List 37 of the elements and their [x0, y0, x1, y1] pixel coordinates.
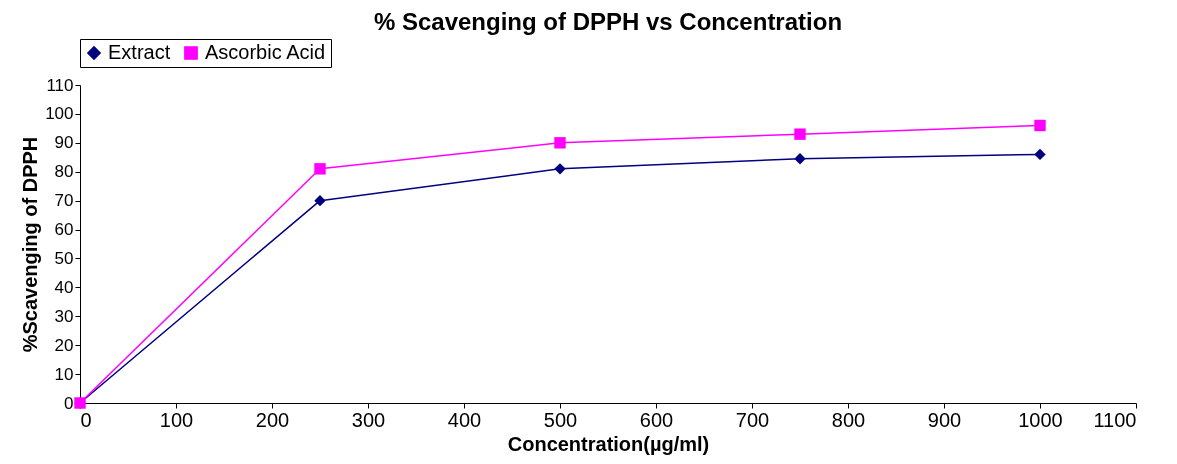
- x-tick-label: 600: [639, 408, 674, 431]
- y-tick-label: 10: [54, 364, 74, 384]
- y-tick-label: 100: [45, 104, 74, 124]
- y-tick-label: 110: [46, 75, 74, 95]
- legend-label: Ascorbic Acid: [205, 41, 326, 63]
- x-tick-label: 1100: [1093, 408, 1137, 431]
- x-tick-label: 700: [735, 408, 770, 431]
- point: [554, 163, 566, 175]
- x-tick-label: 200: [255, 408, 290, 431]
- legend-label: Extract: [108, 41, 171, 63]
- point: [314, 163, 326, 175]
- y-tick-label: 0: [64, 393, 74, 413]
- y-tick-label: 50: [54, 248, 74, 268]
- x-tick-label: 1000: [1018, 408, 1063, 431]
- point: [554, 137, 566, 149]
- x-tick-label: 300: [351, 408, 386, 431]
- point: [794, 153, 806, 165]
- x-axis-title: Concentration(µg/ml): [507, 432, 710, 455]
- y-tick-label: 60: [54, 220, 74, 240]
- point: [1034, 148, 1046, 161]
- x-tick-label: 500: [543, 408, 578, 431]
- x-tick-label: 900: [927, 408, 962, 431]
- x-tick-label: 0: [80, 408, 92, 431]
- y-tick-label: 30: [54, 306, 74, 326]
- y-tick-label: 90: [54, 133, 74, 153]
- y-tick-label: 20: [54, 335, 74, 355]
- x-tick-label: 800: [831, 408, 866, 431]
- x-tick-label: 100: [159, 408, 194, 431]
- chart-title: % Scavenging of DPPH vs Concentration: [373, 7, 843, 35]
- y-tick-label: 70: [54, 191, 74, 211]
- y-tick-label: 40: [54, 277, 74, 297]
- y-axis-title: %Scavenging of DPPH: [19, 136, 42, 353]
- x-tick-label: 400: [447, 408, 482, 431]
- point: [1034, 119, 1046, 132]
- point: [314, 194, 326, 207]
- y-tick-label: 80: [54, 162, 74, 182]
- point: [794, 128, 806, 140]
